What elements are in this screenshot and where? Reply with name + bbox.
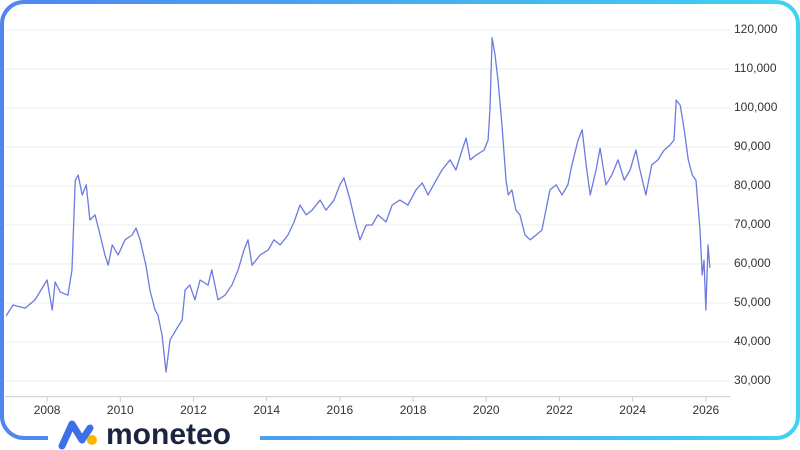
x-tick-label: 2008 [34,403,61,417]
frame [0,0,800,440]
x-tick-label: 2024 [619,403,646,417]
y-tick-label: 30,000 [734,373,771,387]
y-tick-label: 60,000 [734,256,771,270]
x-tick-label: 2026 [692,403,719,417]
logo-icon [58,420,97,450]
x-tick-label: 2022 [546,403,573,417]
price-line [5,37,711,373]
y-tick-label: 40,000 [734,334,771,348]
x-tick-label: 2012 [180,403,207,417]
x-tick-label: 2020 [473,403,500,417]
y-tick-label: 100,000 [734,100,778,114]
y-tick-label: 110,000 [734,61,777,75]
y-tick-label: 50,000 [734,295,771,309]
x-tick-label: 2010 [107,403,134,417]
y-tick-label: 70,000 [734,217,771,231]
x-tick-label: 2016 [327,403,354,417]
x-tick-label: 2018 [400,403,427,417]
logo-text: moneteo [106,418,231,450]
y-tick-label: 120,000 [734,22,778,36]
x-tick-label: 2014 [253,403,280,417]
plot-area: 30,000 40,000 50,000 60,000 70,000 80,000 90,0… [5,22,778,417]
y-tick-label: 90,000 [734,139,771,153]
y-tick-label: 80,000 [734,178,771,192]
